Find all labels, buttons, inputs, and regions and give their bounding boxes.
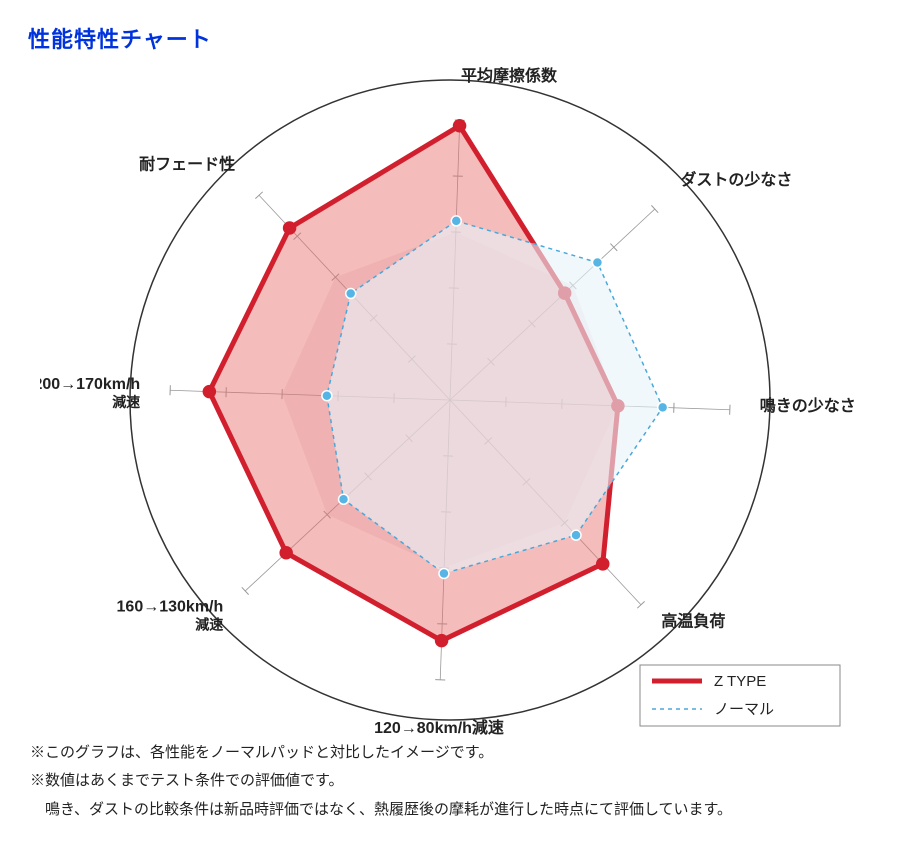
page-title: 性能特性チャート [28,22,212,54]
svg-text:平均摩擦係数: 平均摩擦係数 [461,66,558,85]
svg-text:鳴きの少なさ: 鳴きの少なさ [760,396,856,415]
svg-text:ノーマル: ノーマル [714,701,774,718]
footnote-line: 鳴き、ダストの比較条件は新品時評価ではなく、熱履歴後の摩耗が進行した時点にて評価… [30,796,732,825]
svg-text:160→130km/h: 160→130km/h [117,598,224,615]
svg-text:120→80km/h減速: 120→80km/h減速 [374,718,504,737]
svg-text:Z TYPE: Z TYPE [714,673,766,690]
radar-chart: 平均摩擦係数ダストの少なさ鳴きの少なさ高温負荷 120→80km/h減速 160→1… [40,60,860,740]
svg-text:耐フェード性: 耐フェード性 [139,155,235,174]
svg-text:減速: 減速 [195,616,223,632]
svg-text:200→170km/h: 200→170km/h [40,376,140,393]
svg-text:減速: 減速 [112,394,140,410]
svg-text:高温負荷: 高温負荷 [661,612,725,631]
footnote-line: ※このグラフは、各性能をノーマルパッドと対比したイメージです。 [30,739,732,768]
svg-text:ダストの少なさ: ダストの少なさ [680,170,792,189]
footnotes: ※このグラフは、各性能をノーマルパッドと対比したイメージです。 ※数値はあくまで… [30,739,732,825]
footnote-line: ※数値はあくまでテスト条件での評価値です。 [30,767,732,796]
